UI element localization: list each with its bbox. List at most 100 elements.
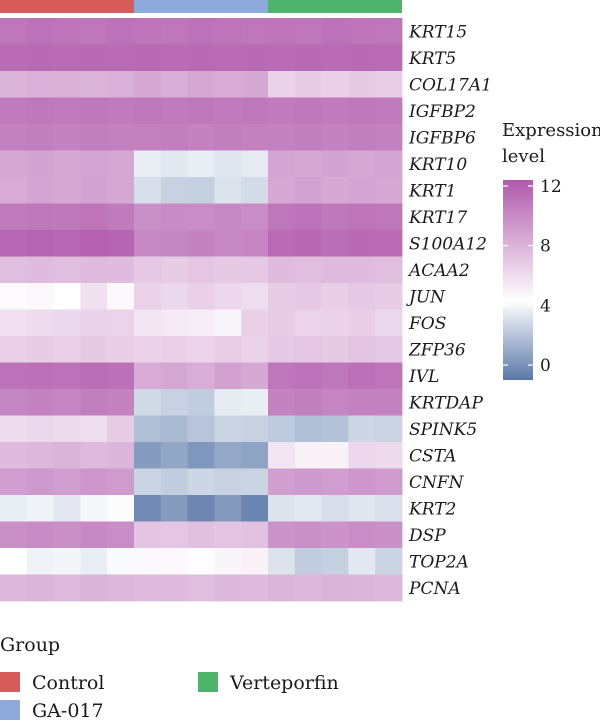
heatmap-cell [160,177,188,204]
heatmap-cell [187,124,215,151]
heatmap-cell [160,256,188,284]
heatmap-cell [107,203,135,231]
legend-label-control: Control [32,672,104,694]
gene-label: SPINK5 [409,420,477,440]
heatmap-cell [160,44,188,72]
heatmap-cell [294,44,322,72]
legend-swatch-ga-017 [0,700,20,720]
heatmap-cell [134,124,162,151]
heatmap-cell [160,442,188,469]
heatmap-cell [241,203,269,231]
heatmap-cell [26,309,54,337]
heatmap-cell [241,521,269,549]
heatmap-cell [268,256,296,284]
colorbar-legend: Expression level 0 4 8 12 [502,120,600,380]
heatmap-cell [134,521,162,549]
heatmap-cell [53,336,81,363]
heatmap-cell [53,230,81,257]
heatmap-cell [268,521,296,549]
heatmap-cell [321,44,349,72]
heatmap-cell [26,442,54,469]
heatmap-cell [134,495,162,522]
gene-label: IVL [408,367,439,387]
heatmap-cell [241,283,269,310]
heatmap-cell [375,283,403,310]
gene-label: KRTDAP [408,393,483,413]
heatmap-cell [187,336,215,363]
gene-label: JUN [406,287,446,307]
heatmap-cell [348,150,376,178]
heatmap-cell [26,230,54,257]
heatmap-cell [241,71,269,98]
colorbar-title-line-2: level [502,146,545,167]
heatmap-cell [53,177,81,204]
heatmap-cell [321,230,349,257]
heatmap-cell [0,336,28,363]
heatmap-cell [0,415,28,443]
heatmap-cell [348,495,376,522]
heatmap-cell [321,71,349,98]
heatmap-cell [160,71,188,98]
heatmap-cell [294,521,322,549]
heatmap-cell [268,468,296,496]
heatmap-cell [321,574,349,602]
heatmap-cell [375,442,403,469]
heatmap-cell [26,415,54,443]
gene-label: FOS [408,314,446,334]
gene-labels: KRT15 KRT5 COL17A1 IGFBP2 IGFBP6 KRT10 KRT1 KRT… [406,22,492,599]
heatmap-cell [107,521,135,549]
heatmap-cell [26,468,54,496]
heatmap-cell [348,415,376,443]
heatmap-cell [321,389,349,416]
heatmap-cell [53,97,81,125]
heatmap-cell [53,389,81,416]
heatmap-cell [214,283,242,310]
heatmap-cell [53,283,81,310]
gene-label: KRT2 [408,499,456,519]
heatmap-cell [187,18,215,45]
gene-label: CSTA [409,446,456,466]
heatmap-cell [348,548,376,575]
legend-label-verteporfin: Verteporfin [229,672,339,694]
heatmap-cell [187,521,215,549]
heatmap-cell [375,124,403,151]
heatmap-cell [321,336,349,363]
heatmap-cell [294,548,322,575]
group-bar-verteporfin [268,0,402,13]
heatmap-cell [348,283,376,310]
heatmap-cell [0,362,28,390]
heatmap-cell [134,177,162,204]
heatmap-cell [0,150,28,178]
heatmap-cell [375,548,403,575]
heatmap-cell [80,362,108,390]
heatmap-cells [0,18,403,602]
heatmap-cell [160,415,188,443]
heatmap-cell [321,468,349,496]
heatmap-cell [268,336,296,363]
heatmap-cell [241,362,269,390]
heatmap-cell [53,442,81,469]
heatmap-cell [107,362,135,390]
heatmap-cell [187,389,215,416]
heatmap-cell [214,521,242,549]
heatmap-cell [268,309,296,337]
heatmap-cell [268,230,296,257]
gene-label: KRT1 [408,181,456,201]
heatmap-cell [268,203,296,231]
legend-swatch-verteporfin [198,672,218,692]
heatmap-cell [107,336,135,363]
heatmap-cell [268,97,296,125]
heatmap-cell [241,415,269,443]
colorbar-tick-label: 8 [540,237,551,257]
heatmap-cell [214,124,242,151]
heatmap-cell [0,548,28,575]
heatmap-cell [53,574,81,602]
heatmap-cell [214,468,242,496]
heatmap-cell [348,574,376,602]
heatmap-cell [53,362,81,390]
heatmap-cell [80,495,108,522]
group-legend: Group Control GA-017 Verteporfin [0,634,339,722]
heatmap-cell [214,97,242,125]
heatmap-cell [134,574,162,602]
heatmap-cell [187,230,215,257]
